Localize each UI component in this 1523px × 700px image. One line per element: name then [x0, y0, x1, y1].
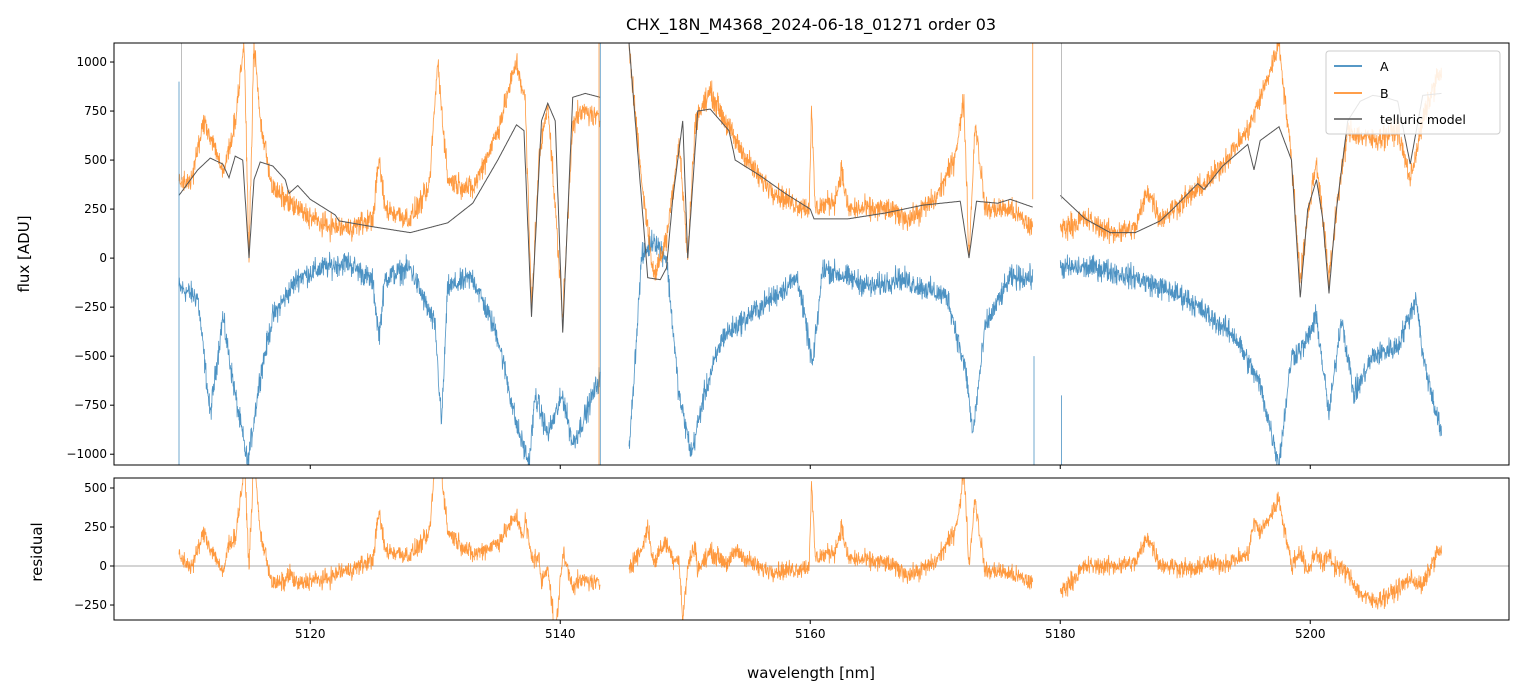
y-tick-label: −250 [74, 300, 107, 314]
y-tick-label: 250 [84, 202, 107, 216]
residual-line [178, 478, 1442, 620]
legend-label-model: telluric model [1380, 112, 1466, 127]
y-tick-label: 250 [84, 520, 107, 534]
axes-frame-flux [113, 42, 1510, 466]
legend: A B telluric model [1325, 50, 1501, 135]
y-axis-label-residual: residual [28, 522, 46, 581]
x-tick-label: 5180 [1045, 627, 1076, 641]
y-tick-label: 0 [99, 559, 107, 573]
x-tick-label: 5160 [795, 627, 826, 641]
y-tick-label: 0 [99, 251, 107, 265]
y-tick-label: −1000 [66, 447, 107, 461]
telluric-model-line [178, 43, 1442, 333]
legend-label-b: B [1380, 86, 1389, 101]
y-tick-label: 500 [84, 481, 107, 495]
axes-frame-residual [113, 477, 1510, 621]
y-tick-label: −500 [74, 349, 107, 363]
legend-label-a: A [1380, 59, 1389, 74]
y-axis-label-flux: flux [ADU] [15, 215, 33, 292]
y-tick-label: 750 [84, 104, 107, 118]
x-axis-label: wavelength [nm] [747, 664, 875, 682]
y-tick-label: 500 [84, 153, 107, 167]
y-tick-label: −250 [74, 598, 107, 612]
y-tick-label: −750 [74, 398, 107, 412]
x-tick-label: 5200 [1295, 627, 1326, 641]
x-tick-label: 5140 [545, 627, 576, 641]
chart-title: CHX_18N_M4368_2024-06-18_01271 order 03 [626, 15, 996, 35]
x-tick-label: 5120 [295, 627, 326, 641]
series-a-line [178, 229, 1442, 465]
y-tick-label: 1000 [76, 55, 107, 69]
